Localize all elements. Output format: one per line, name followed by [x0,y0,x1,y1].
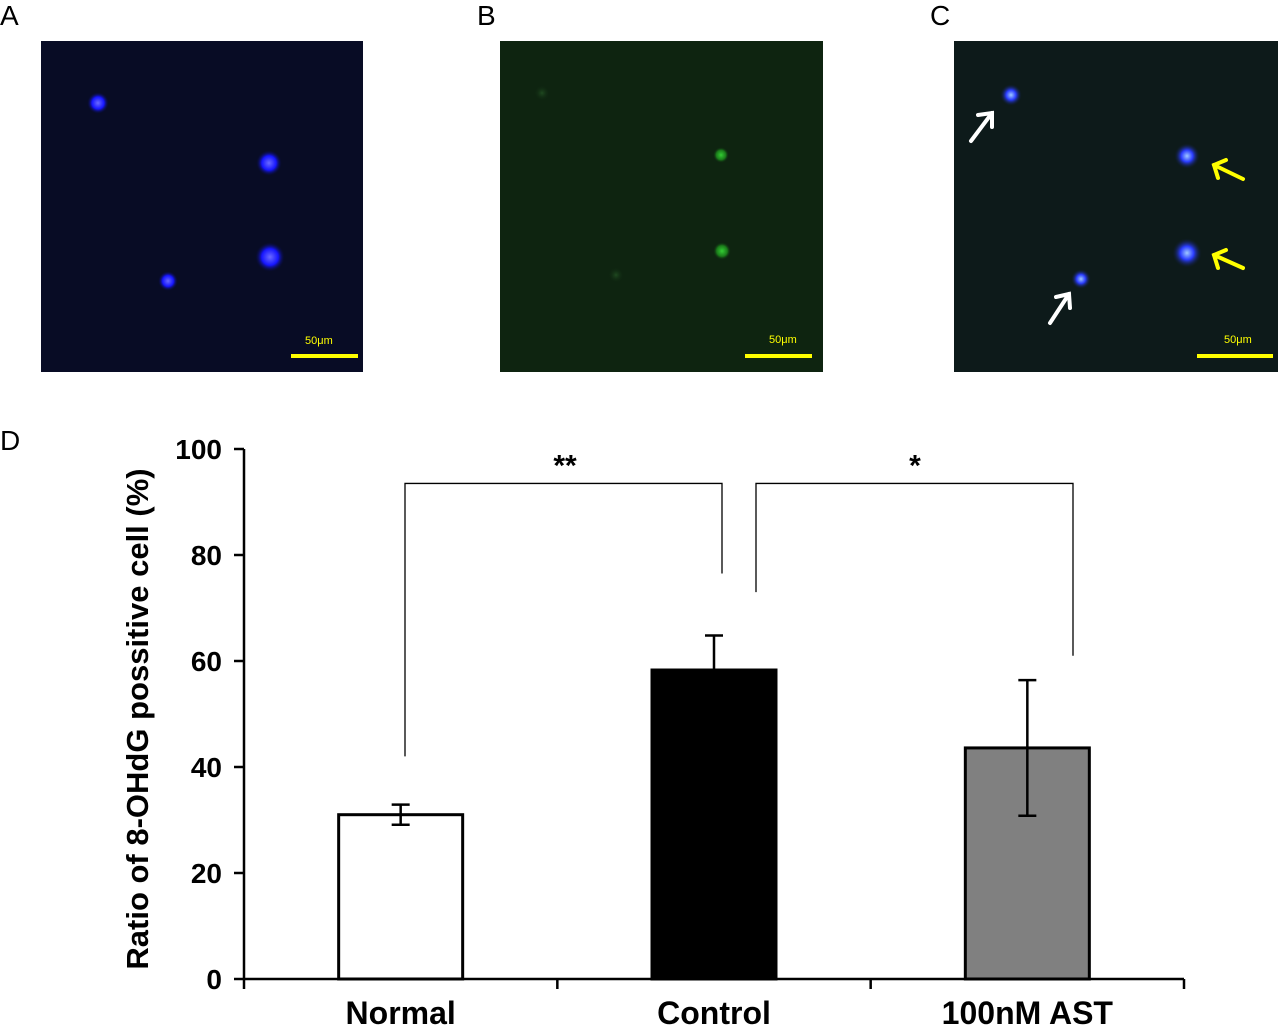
micrograph-b: 50μm [500,41,823,372]
scale-bar-b [745,354,812,358]
error-bars [391,634,1037,827]
scale-bar-a [291,354,358,358]
significance-bracket: * [755,449,1074,656]
tick-labels: 0 20 40 60 80 100 Normal Control 100nM AST [175,434,1113,1027]
x-category-label: Normal [346,995,456,1027]
y-tick-label: 40 [191,752,222,783]
scale-bar-label-b: 50μm [769,334,797,346]
nucleus-a1 [87,92,109,114]
significance-label: ** [553,449,577,482]
panel-letter-d: D [0,425,21,456]
y-tick-label: 80 [191,540,222,571]
bar-normal [337,813,465,981]
x-category-label: Control [657,995,771,1027]
arrow-yellow-2 [1211,248,1245,270]
y-tick-label: 100 [175,434,222,465]
error-bar [705,634,723,706]
nucleus-c2 [1174,143,1200,169]
nucleus-c3 [1172,238,1202,268]
nucleus-a4 [158,271,178,291]
significance-brackets: ** * [404,449,1074,757]
y-tick-label: 20 [191,858,222,889]
significance-label: * [909,449,921,482]
scale-bar-label-a: 50μm [305,335,333,347]
panel-letter-c: C [930,0,951,31]
bars [337,668,1091,981]
bracket-line [755,482,1074,656]
y-axis-title-group: Ratio of 8-OHdG possitive cell (%) [120,468,155,969]
scale-bar-c [1197,354,1273,358]
green-signal-b2 [713,242,731,260]
y-tick-label: 0 [206,964,222,995]
bracket-line [404,482,723,757]
micrograph-c: 50μm [954,41,1278,372]
micrograph-a: 50μm [41,41,363,372]
nucleus-c4 [1071,269,1091,289]
nucleus-a2 [256,150,282,176]
error-bar [1018,678,1037,818]
arrow-yellow-1 [1211,158,1245,181]
scale-bar-label-c: 50μm [1224,334,1252,346]
panel-letter-a: A [0,0,19,31]
nucleus-c1 [1000,84,1022,106]
significance-bracket: ** [404,449,723,757]
faint-signal-b2 [608,267,624,283]
bar-control [650,668,778,981]
error-bar [391,803,410,827]
green-signal-b1 [713,147,729,163]
x-category-label: 100nM AST [942,995,1114,1027]
nucleus-a3 [255,242,285,272]
y-tick-label: 60 [191,646,222,677]
y-axis-title: Ratio of 8-OHdG possitive cell (%) [120,468,155,969]
faint-signal-b1 [534,85,550,101]
panel-letter-b: B [477,0,496,31]
arrow-white-1 [969,110,994,143]
arrow-white-2 [1048,291,1072,325]
